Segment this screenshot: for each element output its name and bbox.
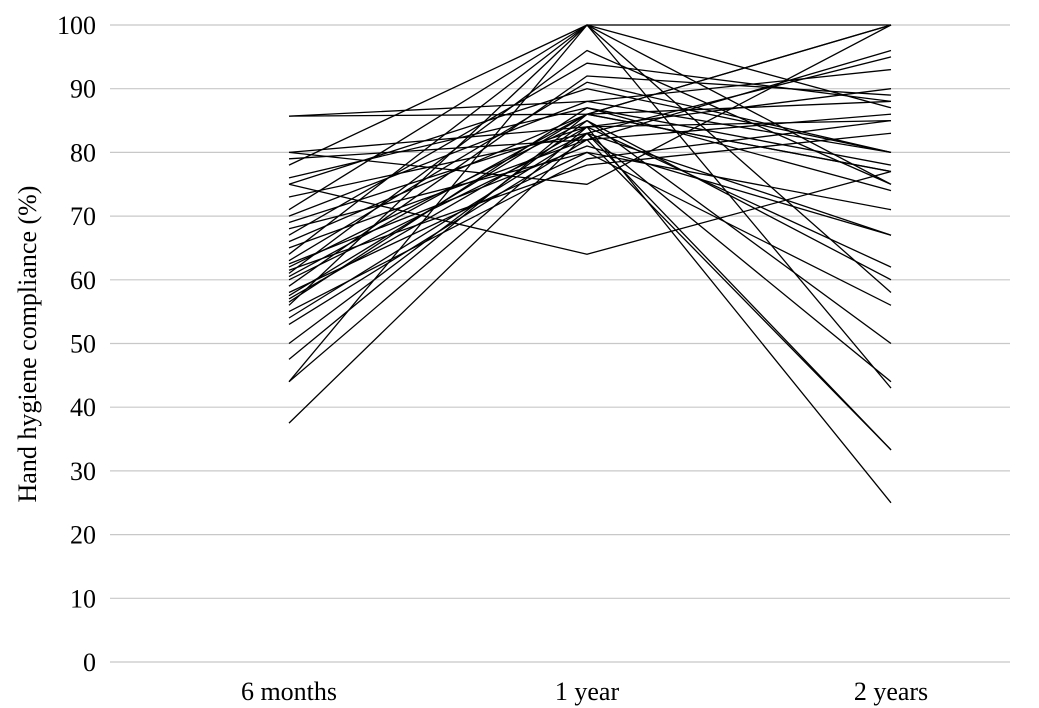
y-tick-label: 30 (70, 457, 96, 486)
y-tick-label: 90 (70, 75, 96, 104)
series-lines (288, 24, 892, 504)
series-line-25 (288, 132, 892, 383)
series-line-23 (288, 49, 892, 274)
series-line-39 (288, 132, 892, 451)
series-line-32 (288, 119, 892, 313)
y-tick-labels: 0 10 20 30 40 50 60 70 80 90 100 (57, 11, 96, 677)
series-line-26 (288, 75, 892, 287)
y-tick-label: 60 (70, 266, 96, 295)
x-tick-labels: 6 months 1 year 2 years (241, 677, 928, 706)
series-line-27 (288, 151, 892, 306)
series-line-14 (288, 151, 892, 230)
y-axis-title: Hand hygiene compliance (%) (13, 186, 42, 503)
series-line-37 (288, 126, 892, 504)
y-tick-label: 100 (57, 11, 96, 40)
y-tick-label: 40 (70, 393, 96, 422)
x-tick-label: 6 months (241, 677, 337, 706)
y-tick-label: 70 (70, 202, 96, 231)
y-tick-label: 50 (70, 330, 96, 359)
gridlines (110, 24, 1010, 663)
y-tick-label: 20 (70, 521, 96, 550)
series-line-30 (288, 107, 892, 303)
series-line-8 (288, 170, 892, 255)
series-line-36 (288, 113, 892, 360)
y-tick-label: 80 (70, 138, 96, 167)
y-tick-label: 0 (83, 648, 96, 677)
x-tick-label: 2 years (854, 677, 928, 706)
y-tick-label: 10 (70, 584, 96, 613)
series-line-3 (288, 24, 892, 185)
series-line-20 (288, 145, 892, 265)
x-tick-label: 1 year (555, 677, 620, 706)
series-line-19 (288, 81, 892, 262)
series-line-28 (288, 24, 892, 297)
series-line-34 (288, 139, 892, 451)
series-line-33 (288, 56, 892, 319)
series-line-35 (288, 119, 892, 345)
series-line-38 (288, 24, 892, 383)
